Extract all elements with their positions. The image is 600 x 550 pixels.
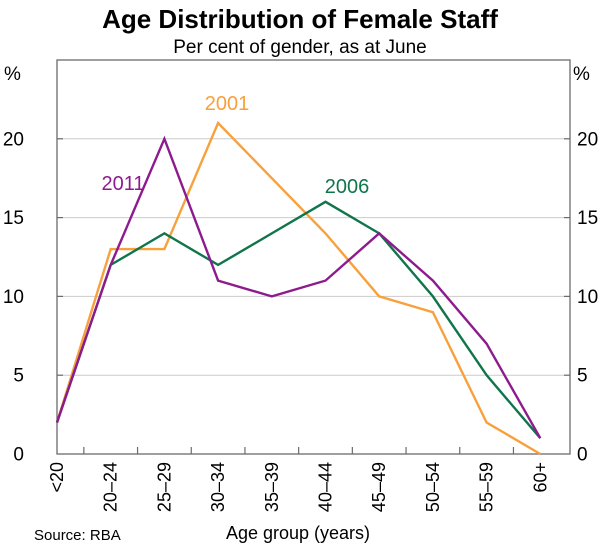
x-category-label: 55–59 <box>477 462 497 512</box>
y-tick-label-left: 10 <box>3 287 24 308</box>
y-tick-label-left: 5 <box>13 366 24 387</box>
series-label-2011: 2011 <box>101 173 144 195</box>
x-category-label: 20–24 <box>101 462 121 512</box>
y-tick-label-right: 10 <box>577 287 598 308</box>
chart-subtitle: Per cent of gender, as at June <box>173 37 427 58</box>
plot-frame <box>56 59 571 455</box>
x-category-label: 60+ <box>530 462 550 493</box>
x-category-label: 45–49 <box>369 462 389 512</box>
x-category-label: 35–39 <box>262 462 282 512</box>
series-label-2001: 2001 <box>205 93 250 115</box>
y-tick-label-right: 20 <box>577 129 598 150</box>
x-category-label: 25–29 <box>154 462 174 512</box>
x-category-label: <20 <box>47 462 67 493</box>
plot-area: 0 0 5 5 10 10 15 15 20 20 <20 20–24 25–29 30–34 35–39 4… <box>3 59 598 512</box>
source-note: Source: RBA <box>34 527 121 544</box>
x-category-label: 40–44 <box>316 462 336 512</box>
y-tick-label-left: 20 <box>3 129 24 150</box>
x-axis-title: Age group (years) <box>226 523 370 543</box>
y-tick-label-left: 0 <box>13 445 24 466</box>
series-line-2006 <box>55 200 542 439</box>
y-tick-label-right: 5 <box>577 366 588 387</box>
y-unit-right: % <box>573 64 590 85</box>
series-label-2006: 2006 <box>325 176 370 198</box>
y-tick-label-left: 15 <box>3 208 24 229</box>
y-unit-left: % <box>4 64 21 85</box>
x-category-label: 50–54 <box>423 462 443 512</box>
chart-title: Age Distribution of Female Staff <box>102 4 498 34</box>
y-tick-label-right: 15 <box>577 208 598 229</box>
x-category-label: 30–34 <box>208 462 228 512</box>
y-tick-label-right: 0 <box>577 445 588 466</box>
series-line-2011 <box>55 135 542 439</box>
